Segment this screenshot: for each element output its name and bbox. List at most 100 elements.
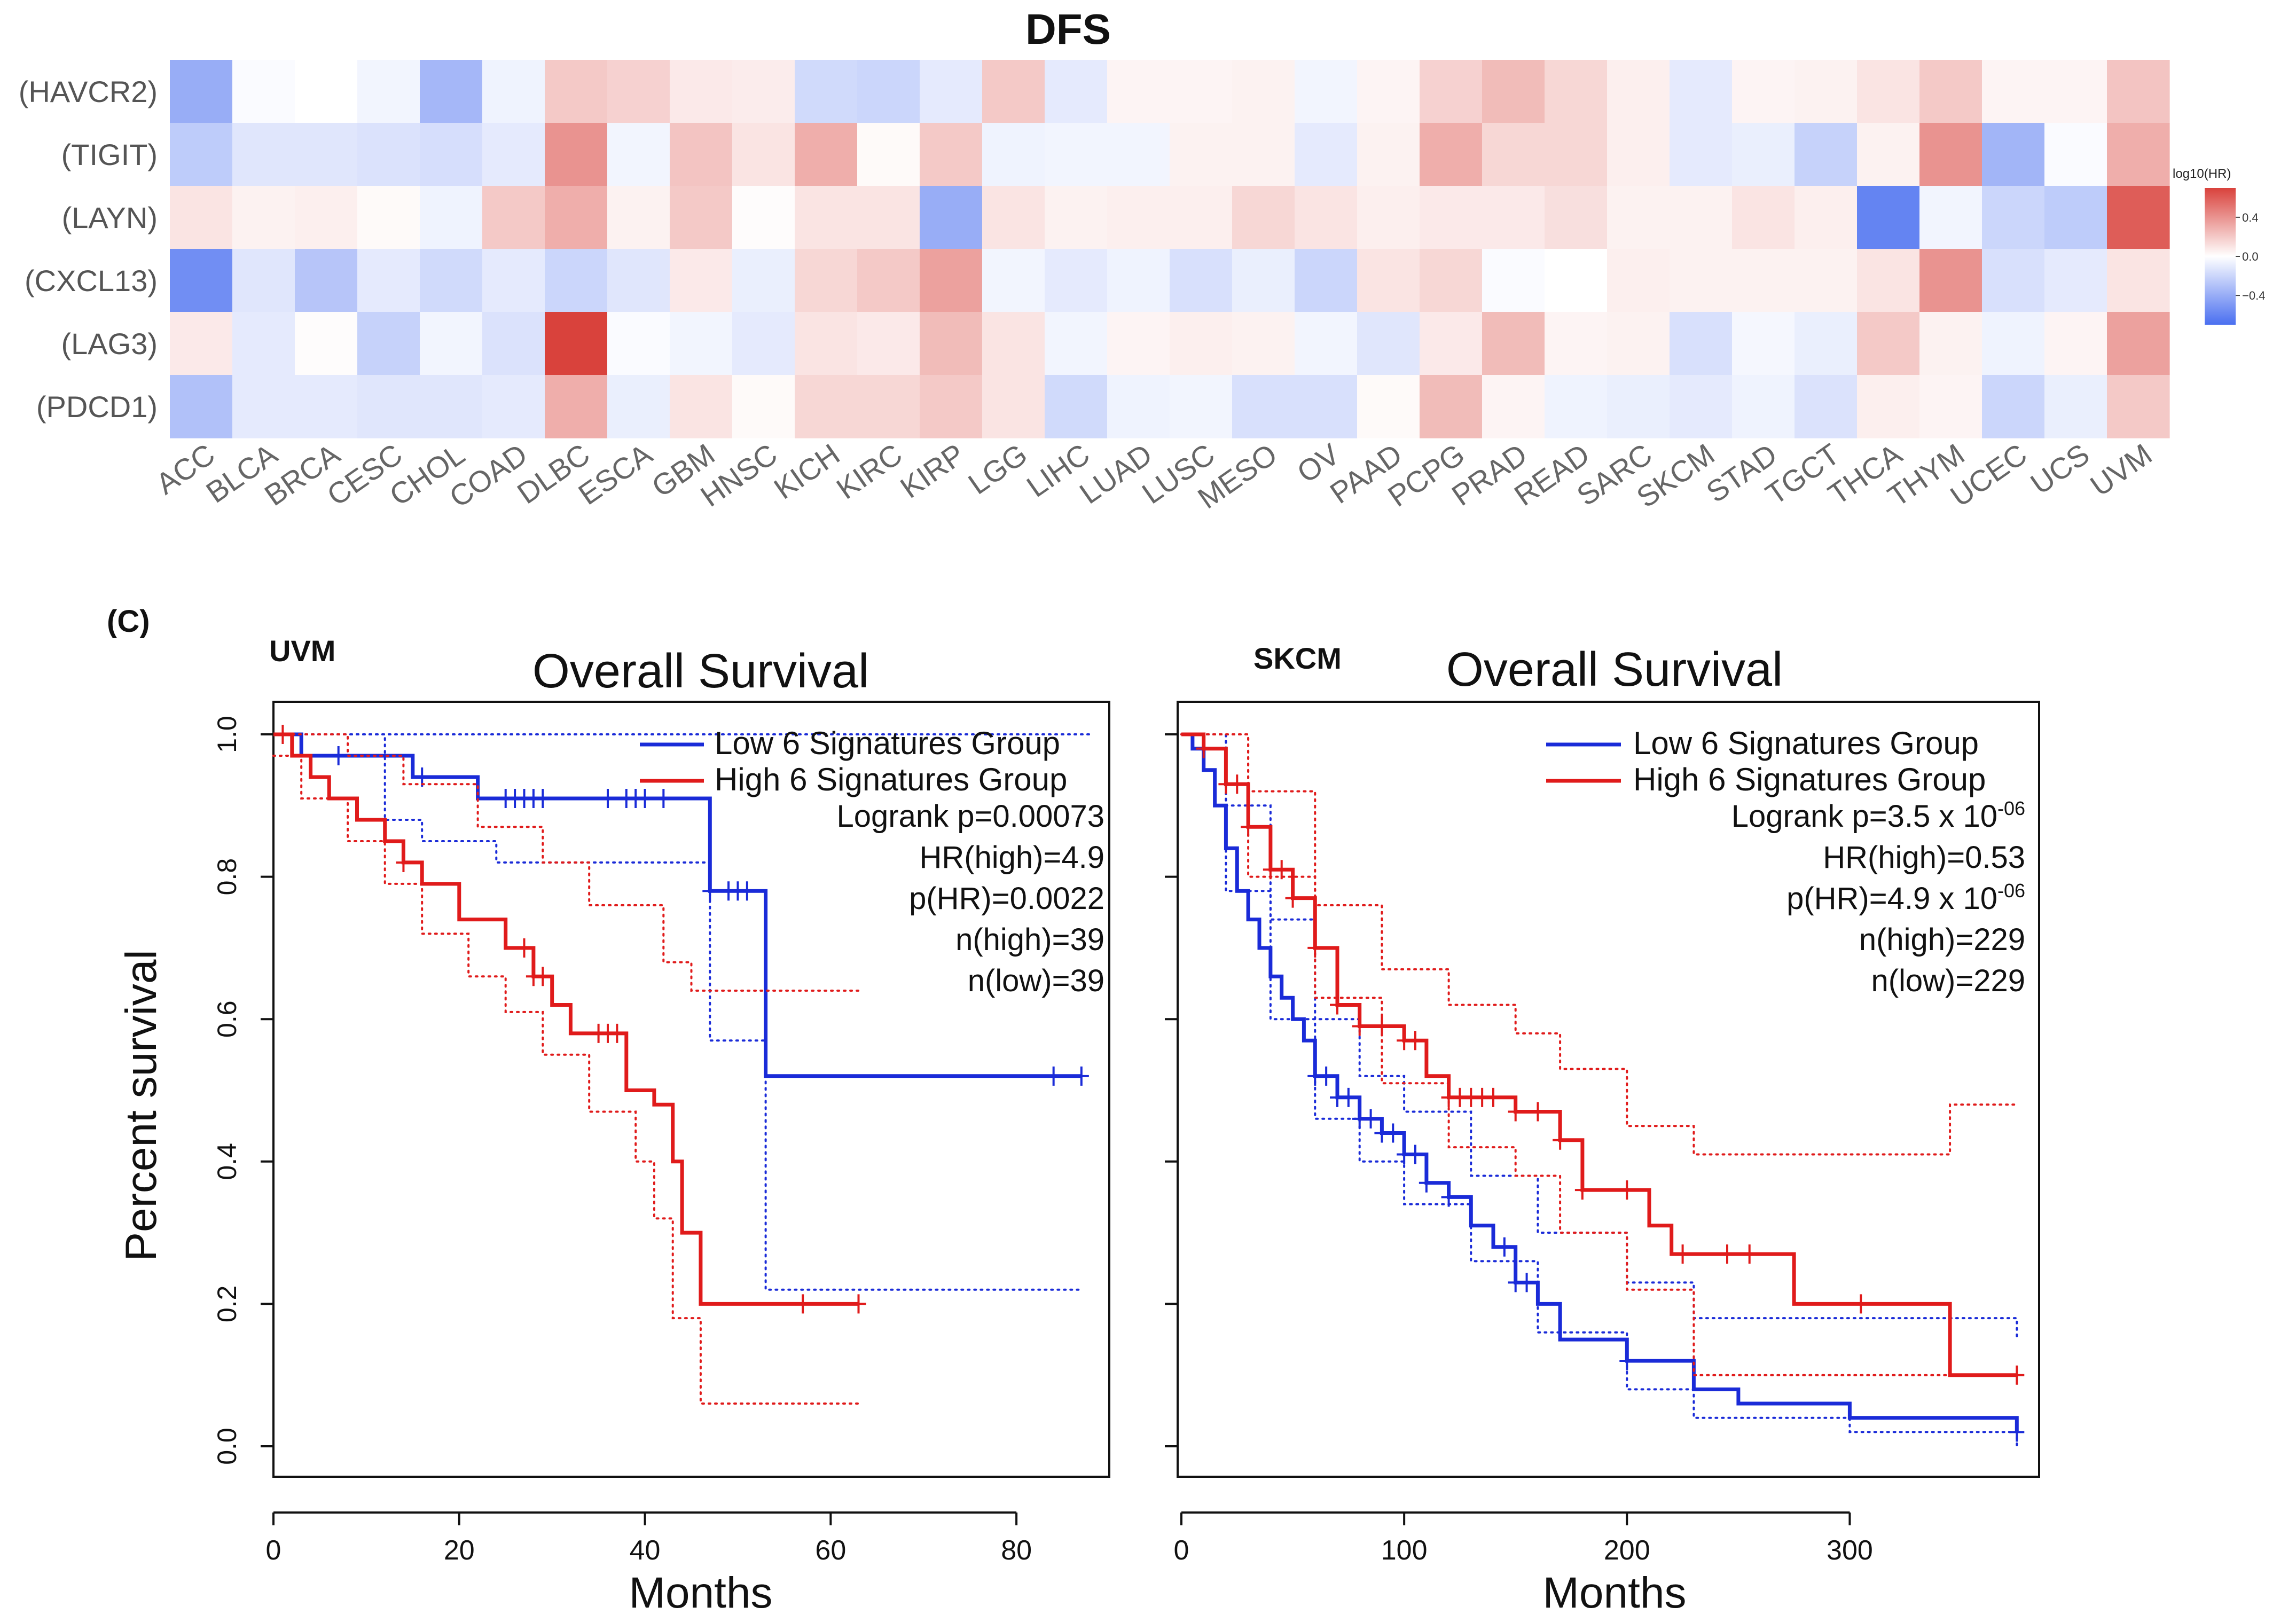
heatmap-cell [982,312,1045,375]
heatmap-cell [1545,375,1608,438]
y-tick-label: 0.4 [212,1143,242,1180]
km-censor-mark [1574,1180,1590,1200]
heatmap-cell [795,375,858,438]
heatmap-cell [1732,123,1795,186]
heatmap-cell [482,186,545,249]
x-tick-label: 300 [1827,1535,1873,1566]
heatmap-cell [2107,186,2170,249]
heatmap-cell [1982,312,2045,375]
km-curve-low [1181,732,2019,1432]
heatmap-cell [357,123,420,186]
heatmap-cell [732,312,795,375]
y-tick-label: 1.0 [212,716,242,753]
heatmap-cell [795,60,858,123]
x-axis-label-skcm: Months [1543,1569,1687,1617]
heatmap-cell [295,60,358,123]
heatmap-cell [1857,186,1920,249]
legend-label-low: Low 6 Signatures Group [715,725,1060,761]
heatmap-cell [1482,312,1545,375]
heatmap-cell [1232,375,1295,438]
legend-title: log10(HR) [2173,167,2231,181]
heatmap-cell [1420,60,1483,123]
heatmap-cell [1482,123,1545,186]
km-censor-mark [2009,1365,2025,1385]
heatmap-cell [1545,123,1608,186]
x-tick-label: 100 [1381,1535,1428,1566]
heatmap-cell [795,249,858,312]
heatmap-cell [232,60,295,123]
km-ci-lower-high [272,755,860,1405]
km-censor-mark [1046,1066,1061,1086]
heatmap-cell [857,60,920,123]
km-axes-uvm: 0.0 0.2 0.4 0.6 0.8 1.0 0 20 40 60 80 [212,716,1032,1566]
km-stat-text: HR(high)=4.9 [919,840,1104,875]
heatmap-cell [1107,123,1170,186]
heatmap-cell [857,375,920,438]
heatmap-cell [1545,249,1608,312]
x-tick-label: 0 [266,1535,281,1566]
heatmap-cell [2107,249,2170,312]
heatmap-cell [1795,123,1858,186]
heatmap-column-label: UVM [2084,437,2158,503]
km-censor-mark [331,746,346,765]
heatmap-cell [795,186,858,249]
heatmap-cell [1982,60,2045,123]
km-axes-skcm: 0 100 200 300 [1165,733,1873,1566]
y-tick-label: 0.6 [212,1000,242,1038]
heatmap-cell [1357,375,1420,438]
heatmap-column-label: KICH [768,437,846,505]
heatmap-cell [1107,375,1170,438]
km-censor-mark [795,1294,811,1314]
heatmap-cell [1982,375,2045,438]
heatmap-cell [982,186,1045,249]
heatmap-cell [1857,249,1920,312]
heatmap-cell [1670,123,1733,186]
heatmap-cell [482,123,545,186]
heatmap-cell [2107,375,2170,438]
heatmap-cell [232,375,295,438]
heatmap-cell [1045,312,1108,375]
km-censor-mark [1675,1244,1690,1264]
km-censor-mark [1241,817,1256,837]
heatmap-cell [920,186,983,249]
km-plot-uvm: UVM Overall Survival Low 6 Signatures Gr… [212,634,1110,1617]
legend-label-low: Low 6 Signatures Group [1633,725,1979,761]
km-stat-main: Logrank p=3.5 x 10 [1731,799,1997,834]
x-tick-label: 80 [1001,1535,1032,1566]
heatmap-cell [1732,249,1795,312]
heatmap-cell [1795,375,1858,438]
heatmap-cell [982,60,1045,123]
heatmap-cell [1232,249,1295,312]
km-censor-mark [1408,1145,1423,1164]
km-censor-mark [1486,1087,1501,1107]
heatmap-column-label: KIRP [894,437,970,505]
heatmap-cell [1670,375,1733,438]
panel-label: (C) [107,604,150,639]
heatmap-cell [1857,123,1920,186]
heatmap-row-label: (TIGIT) [61,138,158,171]
heatmap-color-legend: log10(HR) 0.4 0.0 −0.4 [2173,167,2265,325]
heatmap-cell [607,375,670,438]
km-censor-mark [535,967,551,986]
heatmap-cell [545,60,608,123]
heatmap-cell [1170,312,1233,375]
heatmap-cell [482,375,545,438]
heatmap-cell [1670,60,1733,123]
km-stat-main: HR(high)=0.53 [1823,840,2025,875]
heatmap-cell [1295,312,1358,375]
heatmap-cell [170,249,233,312]
km-censor-mark [1385,1123,1401,1143]
heatmap-cell [2044,60,2107,123]
heatmap-cell [1482,375,1545,438]
km-censor-mark [1274,860,1289,880]
x-tick-label: 20 [444,1535,475,1566]
heatmap-cell [1795,312,1858,375]
heatmap-cell [357,375,420,438]
heatmap-cell [795,312,858,375]
km-plot-skcm: SKCM Overall Survival Low 6 Signatures G… [1165,641,2040,1617]
legend-label-high: High 6 Signatures Group [1633,762,1986,797]
heatmap-cell [1420,186,1483,249]
heatmap-cell [982,123,1045,186]
